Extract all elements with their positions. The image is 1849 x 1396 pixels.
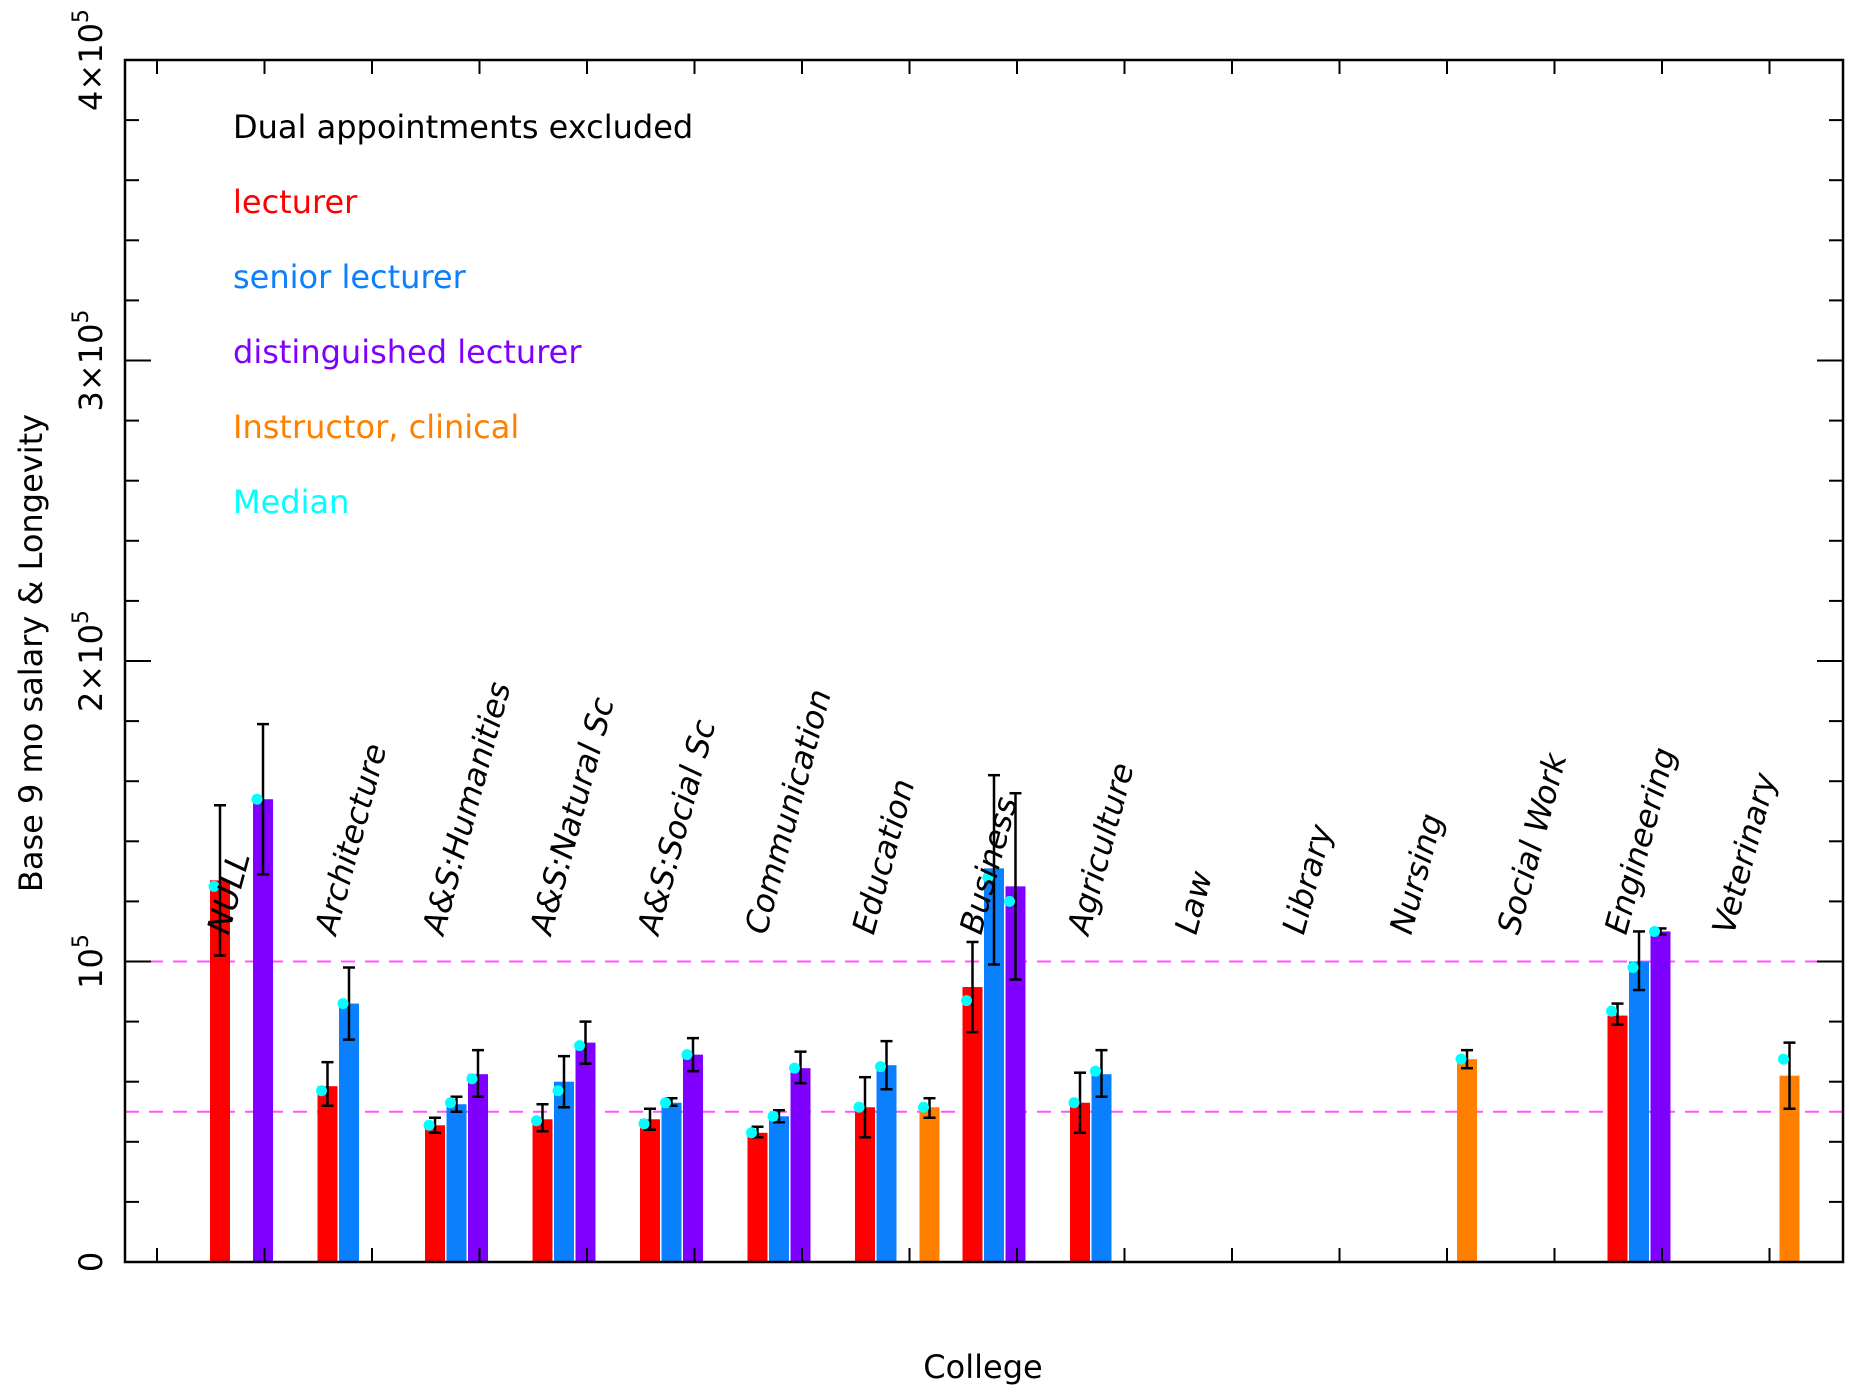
bar — [876, 1065, 897, 1262]
y-axis-label: Base 9 mo salary & Longevity — [12, 414, 50, 892]
median-point — [918, 1101, 929, 1113]
bar — [1457, 1059, 1477, 1262]
median-point — [681, 1049, 693, 1061]
legend-entry: Median — [233, 483, 349, 521]
median-point — [251, 793, 263, 805]
bar — [210, 880, 230, 1262]
bar — [339, 1003, 359, 1262]
median-point — [638, 1118, 650, 1130]
y-tick-label: 105 — [69, 934, 110, 989]
median-point — [1778, 1053, 1789, 1065]
y-tick-label: 3×105 — [69, 310, 110, 412]
median-point — [466, 1073, 478, 1085]
category-label: Education — [846, 771, 922, 941]
bar — [984, 868, 1004, 1262]
median-point — [1627, 962, 1639, 974]
category-label: Communication — [738, 682, 838, 942]
median-point — [660, 1097, 671, 1109]
bar — [575, 1042, 596, 1262]
category-label: Veterinary — [1706, 766, 1783, 942]
y-tick-label: 0 — [72, 1252, 110, 1272]
y-tick-label: 4×105 — [69, 9, 110, 111]
x-axis-label: College — [923, 1348, 1042, 1386]
category-label: A&S:Social Sc — [631, 712, 723, 941]
median-point — [789, 1062, 800, 1074]
category-label: Agriculture — [1061, 755, 1141, 941]
bar — [554, 1081, 574, 1262]
bar — [532, 1119, 553, 1262]
bar — [962, 987, 983, 1262]
category-label: Library — [1276, 817, 1340, 941]
median-point — [1068, 1097, 1080, 1109]
bar — [790, 1068, 811, 1262]
category-label: Law — [1168, 864, 1219, 942]
category-label: A&S:Natural Sc — [523, 690, 621, 942]
bar — [425, 1125, 445, 1262]
bar — [1779, 1075, 1800, 1262]
bar — [769, 1116, 789, 1262]
bar — [1650, 931, 1671, 1262]
bars — [210, 799, 1800, 1262]
median-point — [531, 1115, 542, 1127]
category-label: Social Work — [1491, 745, 1574, 941]
bar — [640, 1119, 660, 1262]
bar — [1607, 1015, 1628, 1262]
median-point — [767, 1110, 779, 1122]
median-point — [982, 871, 994, 883]
median-point — [961, 995, 972, 1007]
legend-entry: senior lecturer — [233, 258, 467, 296]
median-point — [423, 1119, 435, 1131]
median-point — [316, 1085, 327, 1097]
median-point — [552, 1085, 564, 1097]
y-tick-exponent: 5 — [69, 9, 94, 23]
category-label: Engineering — [1598, 740, 1682, 942]
y-tick-labels: 0 105 2×105 3×105 4×105 — [69, 9, 110, 1272]
median-point — [337, 998, 349, 1010]
median-point — [574, 1040, 585, 1052]
bar — [661, 1102, 682, 1262]
legend-entry: Instructor, clinical — [233, 408, 519, 446]
legend-entry: lecturer — [233, 183, 358, 221]
category-label: Architecture — [308, 736, 393, 941]
bar — [855, 1107, 875, 1262]
bar — [919, 1107, 940, 1262]
y-tick-exponent: 5 — [69, 310, 94, 324]
bar — [446, 1104, 467, 1262]
y-tick-exponent: 5 — [69, 934, 94, 948]
bar — [747, 1132, 768, 1262]
y-tick-exponent: 5 — [69, 610, 94, 624]
legend-entry: Dual appointments excluded — [233, 108, 693, 146]
median-points — [208, 793, 1789, 1139]
error-bars — [214, 722, 1796, 1139]
median-point — [1004, 895, 1015, 907]
bar — [1091, 1074, 1112, 1262]
legend-entry: distinguished lecturer — [233, 333, 582, 371]
bar — [1629, 961, 1649, 1262]
bar — [317, 1086, 338, 1262]
bar — [683, 1054, 703, 1262]
category-label: Nursing — [1383, 806, 1450, 941]
median-point — [1649, 925, 1660, 937]
bar — [1070, 1102, 1090, 1262]
axis-ticks — [125, 59, 1843, 1263]
legend: Dual appointments excluded lecturer senior… — [233, 108, 693, 521]
median-point — [875, 1061, 886, 1073]
median-point — [746, 1127, 757, 1139]
median-point — [1606, 1005, 1617, 1017]
bar — [468, 1074, 488, 1262]
category-labels: NULL Architecture A&S:Humanities A&S:Natura… — [201, 674, 1783, 941]
median-point — [208, 880, 220, 892]
median-point — [853, 1101, 865, 1113]
median-point — [1455, 1053, 1467, 1065]
bar — [253, 799, 273, 1262]
median-point — [1090, 1065, 1101, 1077]
y-tick-label: 2×105 — [69, 610, 110, 712]
category-label: A&S:Humanities — [416, 674, 518, 941]
category-label: NULL — [201, 845, 257, 941]
median-point — [445, 1097, 456, 1109]
